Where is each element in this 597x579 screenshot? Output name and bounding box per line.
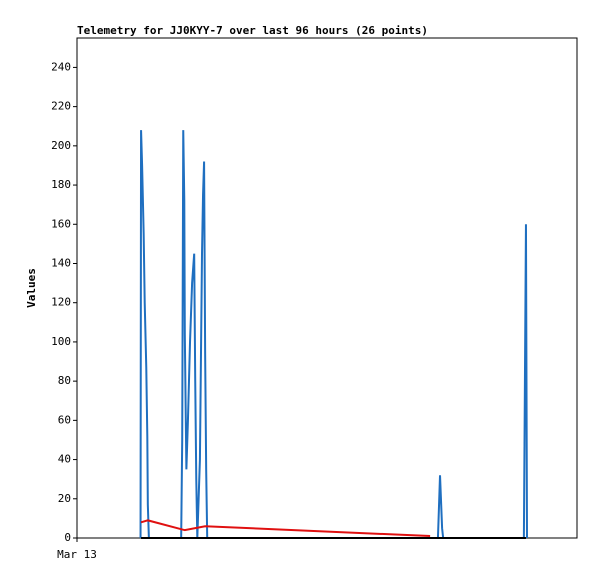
y-tick-label: 0 xyxy=(64,531,71,544)
y-tick-label: 120 xyxy=(51,296,71,309)
y-tick-label: 160 xyxy=(51,217,71,230)
x-tick-label: Mar 13 xyxy=(57,548,97,561)
y-tick-label: 220 xyxy=(51,100,71,113)
y-tick-label: 60 xyxy=(58,413,71,426)
y-tick-label: 100 xyxy=(51,335,71,348)
y-tick-label: 140 xyxy=(51,256,71,269)
series-line xyxy=(139,130,528,539)
y-tick-label: 20 xyxy=(58,492,71,505)
y-tick-label: 180 xyxy=(51,178,71,191)
series-line xyxy=(140,519,431,538)
y-tick-label: 240 xyxy=(51,60,71,73)
chart-title: Telemetry for JJ0KYY-7 over last 96 hour… xyxy=(77,24,428,37)
y-tick-label: 40 xyxy=(58,453,71,466)
y-axis-label: Values xyxy=(25,268,38,308)
y-tick-label: 80 xyxy=(58,374,71,387)
y-tick-label: 200 xyxy=(51,139,71,152)
